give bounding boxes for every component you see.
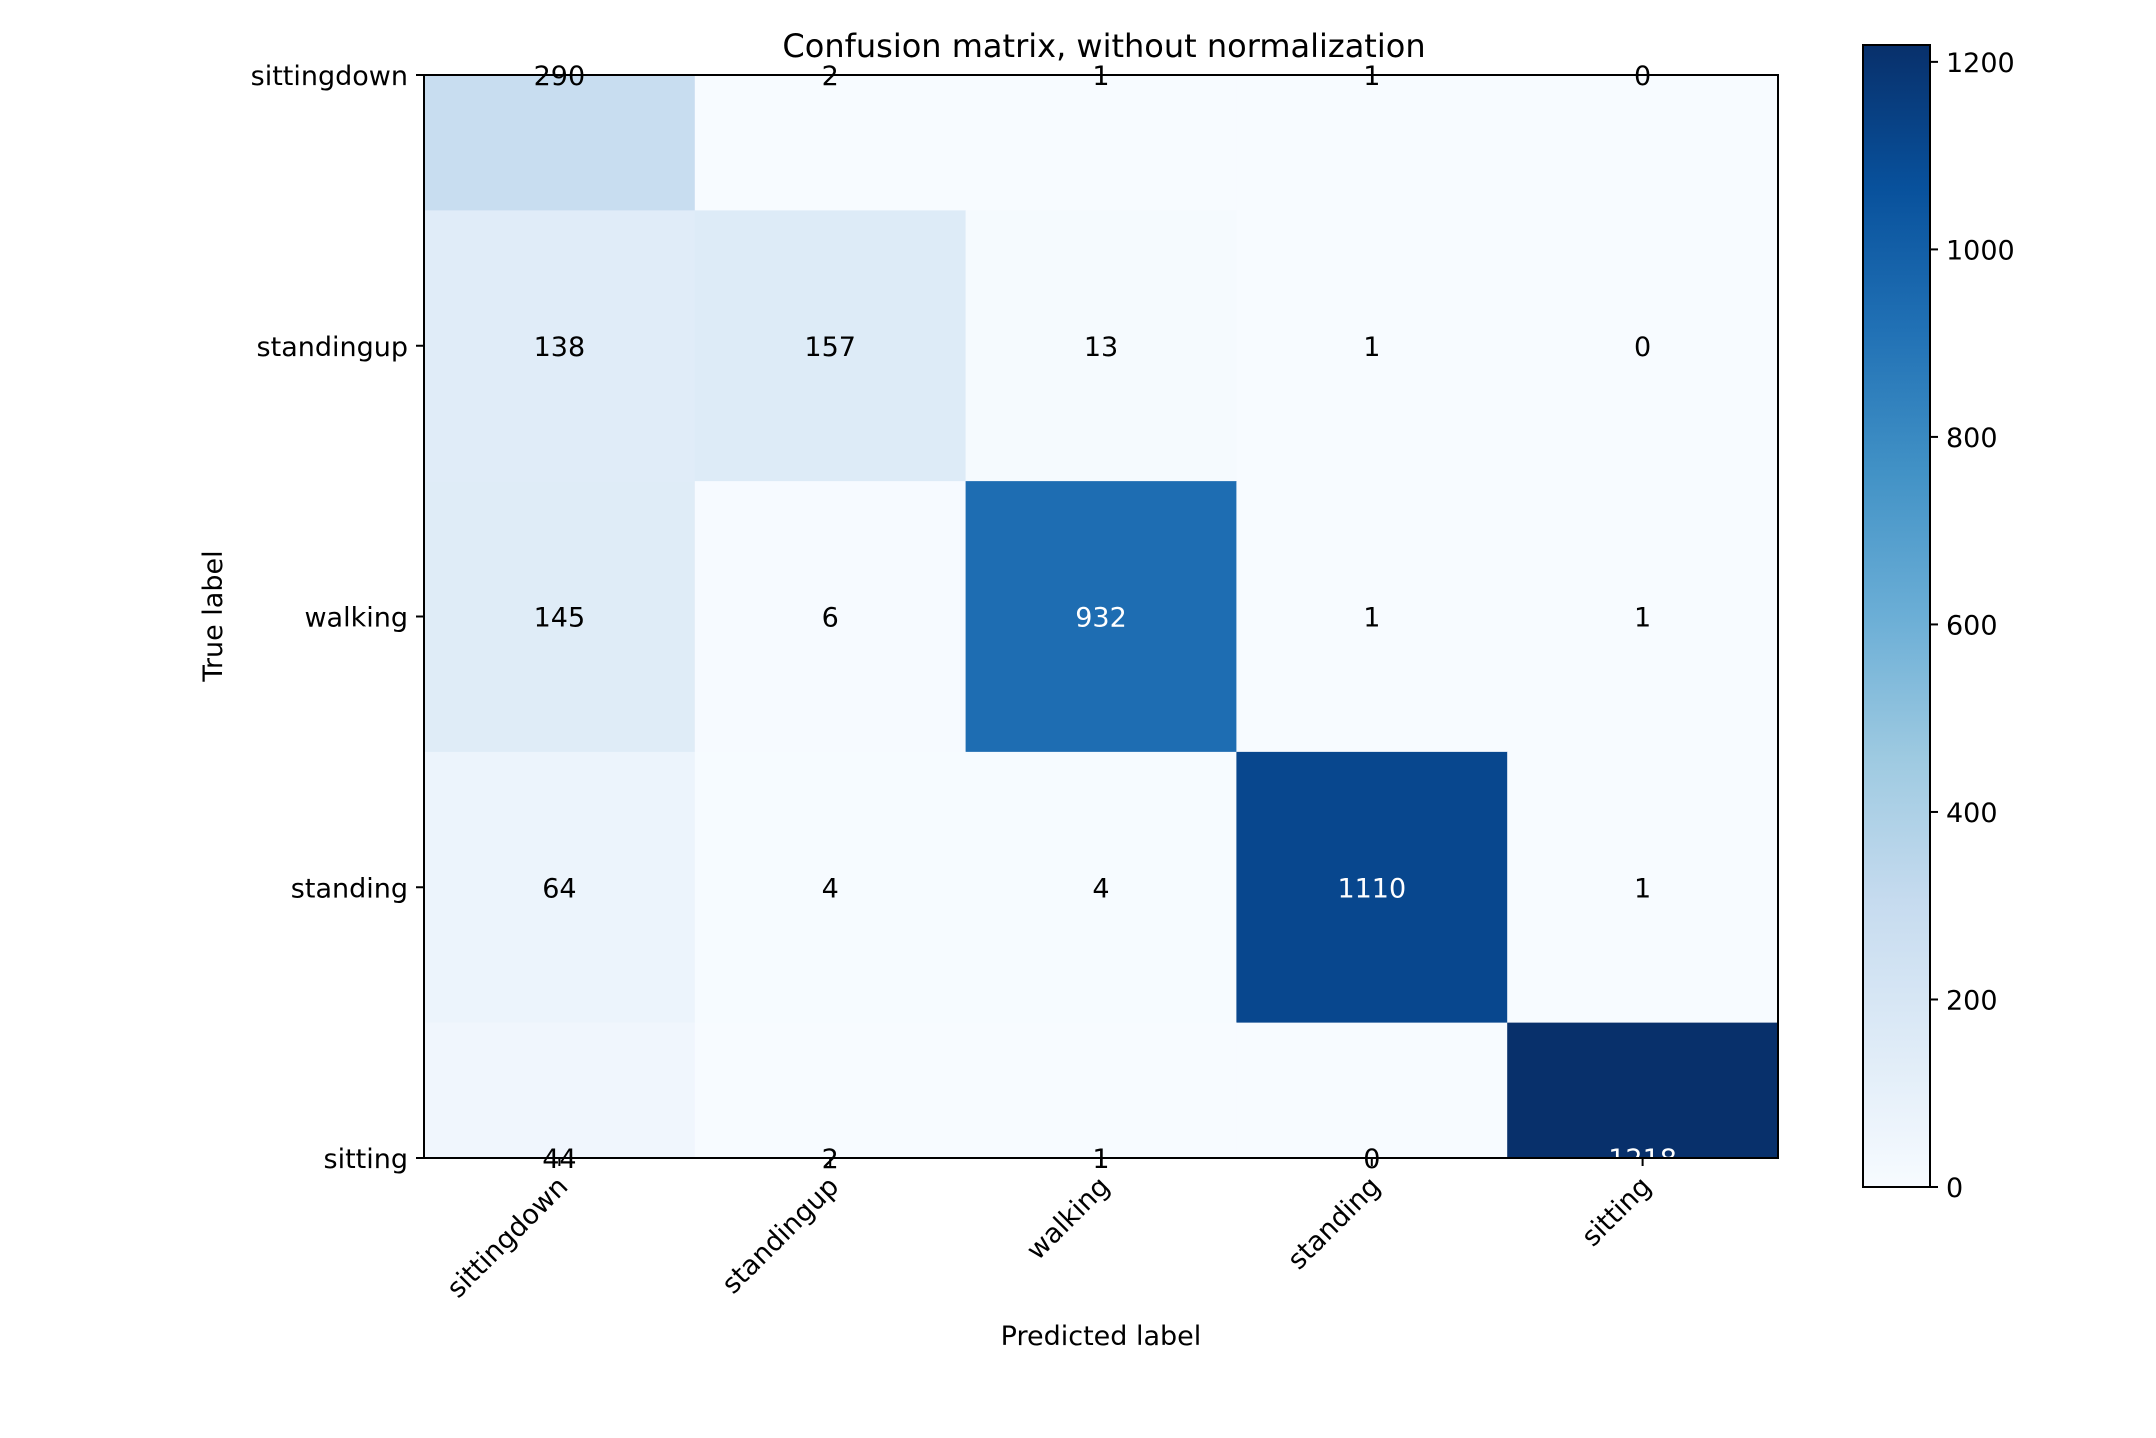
heatmap-cell (1507, 481, 1779, 753)
cell-value-label: 4 (1092, 873, 1109, 904)
heatmap-cell (965, 75, 1237, 211)
heatmap-cell (1507, 75, 1779, 211)
cell-value-label: 13 (1084, 332, 1118, 363)
heatmap-cell (1507, 1022, 1779, 1159)
colorbar-tick-label: 1200 (1946, 48, 2015, 79)
heatmap-cell (965, 1022, 1237, 1159)
cell-value-label: 1 (1363, 61, 1380, 92)
heatmap-cell (1236, 210, 1508, 482)
cell-value-label: 6 (822, 603, 839, 634)
y-tick-label: sitting (324, 1144, 409, 1175)
heatmap-cell (424, 210, 696, 482)
cell-value-label: 2 (822, 61, 839, 92)
heatmap-cell (694, 481, 967, 753)
cell-value-label: 0 (1634, 332, 1651, 363)
x-tick-label: standing (1282, 1171, 1387, 1276)
cell-value-label: 1 (1092, 61, 1109, 92)
heatmap-cell (965, 751, 1237, 1024)
heatmap-cell (694, 1022, 967, 1159)
x-axis-label: Predicted label (1001, 1321, 1202, 1352)
heatmap-cell (424, 1022, 696, 1159)
cell-value-label: 138 (534, 332, 586, 363)
y-tick-label: sittingdown (251, 61, 408, 92)
cell-value-label: 0 (1634, 61, 1651, 92)
colorbar-tick-label: 0 (1946, 1173, 1963, 1204)
cell-value-label: 4 (822, 873, 839, 904)
x-tick-label: sitting (1576, 1171, 1658, 1253)
y-tick-label: walking (304, 603, 408, 634)
cell-value-label: 64 (542, 873, 576, 904)
colorbar-tick-label: 200 (1946, 985, 1998, 1016)
cell-value-label: 1 (1363, 603, 1380, 634)
y-axis: sittingdown standingup walking standing sitt… (251, 61, 424, 1175)
heatmap-cell (1507, 751, 1779, 1024)
heatmap-cell (1507, 210, 1779, 482)
colorbar-ticks: 0 200 400 600 800 1000 1200 (1930, 48, 2015, 1204)
x-tick-label: sittingdown (441, 1171, 574, 1304)
y-tick-label: standing (291, 873, 408, 904)
heatmap-cell (1236, 75, 1508, 211)
heatmap-cell (694, 751, 967, 1024)
cell-value-label: 1110 (1337, 873, 1406, 904)
heatmap-cells (424, 75, 1779, 1159)
cell-value-label: 932 (1075, 603, 1127, 634)
y-axis-label: True label (198, 550, 229, 682)
heatmap-cell (424, 75, 696, 211)
cell-value-label: 1 (1634, 873, 1651, 904)
colorbar (1862, 44, 1931, 1188)
cell-value-label: 1 (1634, 603, 1651, 634)
x-tick-label: standingup (716, 1171, 845, 1300)
cell-value-label: 1 (1363, 332, 1380, 363)
cell-value-label: 145 (534, 603, 586, 634)
cell-value-label: 157 (804, 332, 856, 363)
x-tick-label: walking (1021, 1171, 1116, 1266)
heatmap-cell (424, 751, 696, 1024)
heatmap-cell (694, 210, 967, 482)
heatmap-cell (1236, 1022, 1508, 1159)
colorbar-tick-label: 600 (1946, 610, 1998, 641)
cell-value-label: 290 (534, 61, 586, 92)
heatmap-cell (424, 481, 696, 753)
y-tick-label: standingup (257, 332, 408, 363)
heatmap-cell (694, 75, 967, 211)
heatmap-cell (1236, 751, 1508, 1024)
colorbar-tick-label: 1000 (1946, 235, 2015, 266)
colorbar-tick-label: 800 (1946, 423, 1998, 454)
colorbar-tick-label: 400 (1946, 798, 1998, 829)
heatmap-cell (965, 210, 1237, 482)
heatmap-cell (965, 481, 1237, 753)
chart-title: Confusion matrix, without normalization (782, 27, 1425, 65)
heatmap-cell (1236, 481, 1508, 753)
x-axis: sittingdown standingup walking standing sitt… (441, 1158, 1658, 1304)
